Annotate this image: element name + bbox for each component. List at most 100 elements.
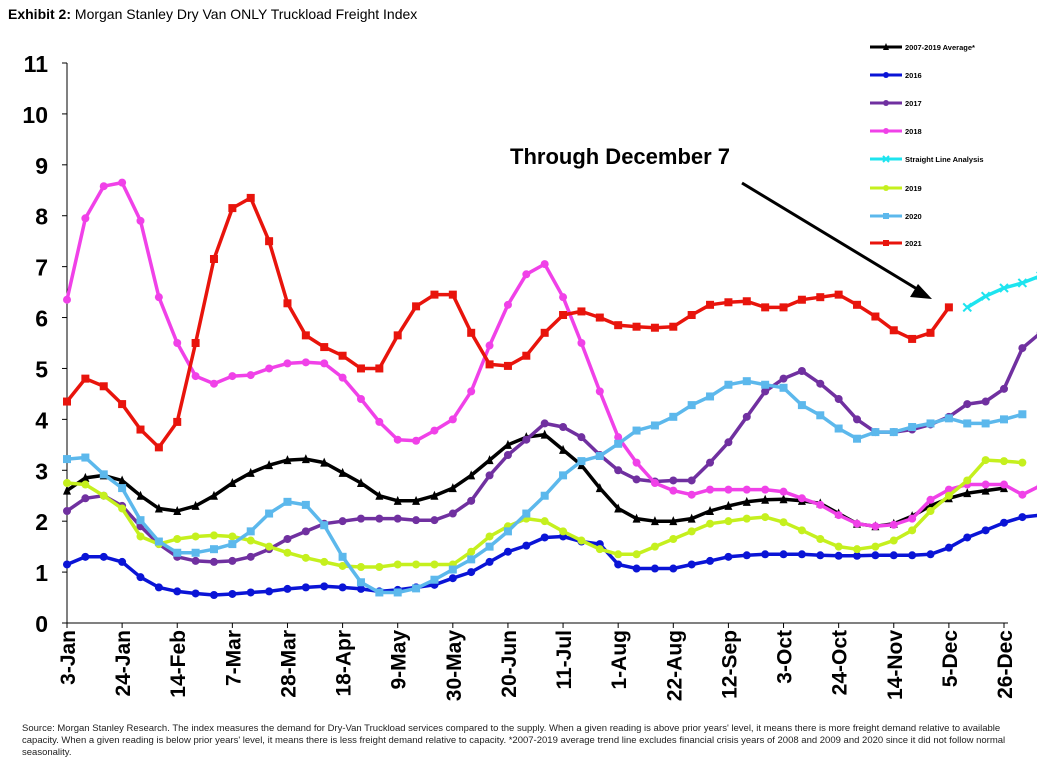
data-point xyxy=(742,412,751,421)
data-point xyxy=(816,535,825,543)
data-point xyxy=(816,411,825,420)
data-point xyxy=(669,322,678,331)
data-point xyxy=(650,516,659,526)
data-point xyxy=(283,584,292,593)
x-tick-label: 3-Jan xyxy=(57,630,80,685)
series-line xyxy=(65,180,1037,529)
data-point xyxy=(338,561,347,570)
legend-label: Straight Line Analysis xyxy=(905,155,984,164)
data-point xyxy=(63,560,71,569)
data-point xyxy=(816,551,825,560)
data-point xyxy=(883,128,889,134)
data-point xyxy=(1018,490,1027,499)
data-point xyxy=(559,293,568,302)
data-point xyxy=(614,503,623,513)
data-point xyxy=(393,435,402,444)
data-point xyxy=(853,300,862,309)
data-point-stroke xyxy=(882,155,890,163)
data-point xyxy=(559,311,568,319)
legend-label: 2021 xyxy=(905,239,922,248)
data-point xyxy=(393,495,402,505)
data-point xyxy=(246,527,255,536)
data-point xyxy=(883,72,889,78)
data-point xyxy=(393,588,402,597)
data-point xyxy=(742,485,751,494)
data-point xyxy=(687,560,696,569)
data-point xyxy=(577,457,586,466)
data-point xyxy=(301,553,310,562)
data-point xyxy=(320,343,329,352)
data-point xyxy=(742,496,751,506)
data-point xyxy=(467,470,476,480)
data-point xyxy=(228,204,237,213)
data-point xyxy=(209,531,218,540)
data-point xyxy=(779,518,788,527)
data-point xyxy=(889,520,898,529)
data-point xyxy=(614,433,623,442)
data-point xyxy=(816,293,825,302)
data-point xyxy=(834,542,843,551)
data-point xyxy=(632,513,641,523)
x-tick-label: 24-Jan xyxy=(112,630,135,697)
data-point xyxy=(209,557,218,566)
data-point xyxy=(118,178,127,187)
legend-item: 2007-2019 Average* xyxy=(870,43,975,52)
legend-label: 2017 xyxy=(905,99,922,108)
data-point xyxy=(81,494,90,503)
series-line xyxy=(966,275,1037,309)
data-point xyxy=(816,379,825,388)
data-point xyxy=(246,552,255,561)
data-point xyxy=(540,491,549,500)
x-tick-label: 14-Feb xyxy=(167,630,190,698)
data-point xyxy=(136,532,145,541)
data-point xyxy=(834,511,843,520)
legend-item: Straight Line Analysis xyxy=(870,155,984,164)
data-point xyxy=(375,417,384,426)
data-point xyxy=(154,503,163,513)
series-2007-2019-average- xyxy=(63,429,1008,531)
data-point xyxy=(559,444,568,454)
data-point-stroke xyxy=(980,291,991,301)
data-point xyxy=(81,374,90,383)
data-point xyxy=(191,372,200,381)
data-point xyxy=(63,397,71,406)
data-point xyxy=(871,312,880,321)
data-point xyxy=(485,471,494,480)
data-point xyxy=(99,491,108,500)
data-point xyxy=(209,255,218,263)
freight-index-chart: 0 1 2 3 4 5 6 7 8 9 10 11 3-Jan 24-Jan 14-Feb 7-Mar 28-M… xyxy=(22,43,1037,701)
data-point xyxy=(503,547,512,556)
x-tick-label: 26-Dec xyxy=(994,630,1017,699)
data-point xyxy=(301,454,310,464)
data-point xyxy=(448,574,457,583)
data-point xyxy=(320,457,329,467)
data-point xyxy=(1000,518,1008,527)
y-tick-label: 2 xyxy=(35,509,48,535)
data-point xyxy=(1000,457,1008,466)
data-point xyxy=(908,526,917,535)
data-point xyxy=(412,495,421,505)
data-point xyxy=(650,479,659,487)
data-point xyxy=(834,290,843,299)
data-point xyxy=(467,328,476,337)
data-point xyxy=(577,339,586,347)
data-point xyxy=(320,557,329,566)
data-point xyxy=(981,456,990,465)
y-tick-label: 7 xyxy=(35,255,48,281)
chart-axes: 0 1 2 3 4 5 6 7 8 9 10 11 3-Jan 24-Jan 14-Feb 7-Mar 28-M… xyxy=(22,51,1017,701)
data-point xyxy=(981,526,990,535)
data-point xyxy=(779,383,788,392)
data-point xyxy=(669,486,678,495)
data-point xyxy=(136,516,145,525)
data-point xyxy=(540,517,549,526)
data-point xyxy=(853,551,862,560)
data-point-stroke xyxy=(962,302,972,313)
data-point xyxy=(338,583,347,592)
data-point xyxy=(485,341,494,350)
data-point xyxy=(797,550,806,559)
data-point xyxy=(963,400,972,409)
data-point xyxy=(63,479,71,487)
data-point xyxy=(265,364,274,373)
data-point xyxy=(338,351,347,360)
data-point xyxy=(669,535,678,543)
